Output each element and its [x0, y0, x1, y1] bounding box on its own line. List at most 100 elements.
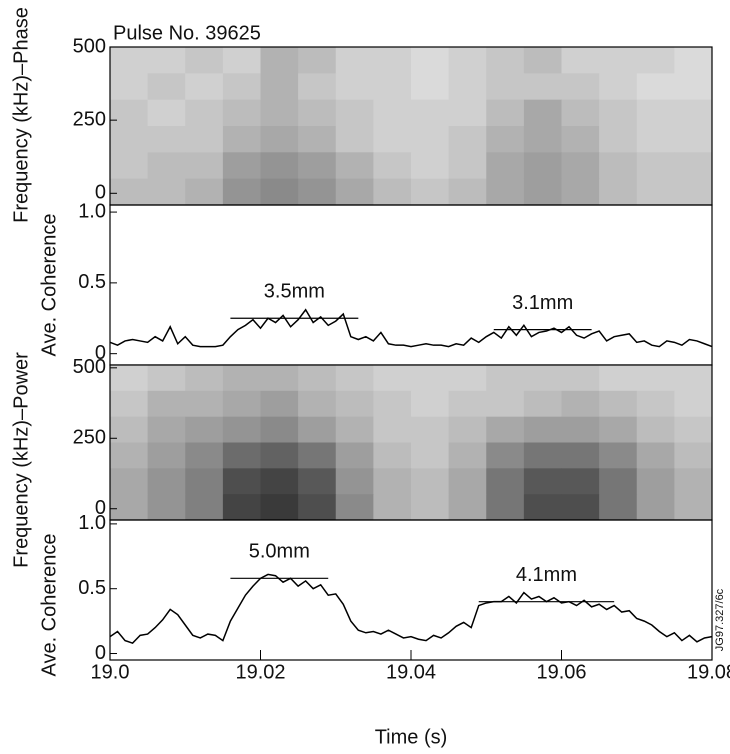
heatmap-cell [335, 47, 374, 74]
heatmap-cell [411, 47, 450, 74]
heatmap-cell [411, 365, 450, 392]
chart-title: Pulse No. 39625 [113, 22, 261, 44]
heatmap-cell [185, 416, 224, 443]
heatmap-cell [260, 442, 299, 469]
heatmap-cell [373, 494, 412, 521]
y-tick-label: 0 [95, 342, 106, 364]
heatmap-cell [373, 416, 412, 443]
x-tick-label: 19.0 [91, 661, 130, 683]
heatmap-cell [486, 178, 525, 206]
heatmap-cell [147, 126, 186, 153]
heatmap-cell [448, 99, 487, 127]
heatmap-cell [373, 126, 412, 153]
x-tick-label: 19.02 [235, 661, 285, 683]
heatmap-cell [335, 365, 374, 392]
heatmap-cell [185, 47, 224, 74]
heatmap-cell [674, 126, 713, 153]
heatmap-cell [373, 468, 412, 495]
heatmap-cell [523, 73, 562, 101]
annotation-label: 5.0mm [249, 541, 310, 563]
heatmap-cell [260, 47, 299, 74]
heatmap-cell [561, 99, 600, 127]
heatmap-cell [561, 152, 600, 180]
heatmap-cell [561, 416, 600, 443]
heatmap-cell [373, 73, 412, 101]
heatmap-cell [486, 468, 525, 495]
heatmap-cell [185, 73, 224, 101]
heatmap-cell [110, 365, 149, 392]
heatmap-cell [561, 442, 600, 469]
y-axis-label: Frequency (kHz)–Power [10, 352, 32, 568]
heatmap-cell [636, 416, 675, 443]
heatmap-cell [561, 73, 600, 101]
heatmap-cell [110, 416, 149, 443]
heatmap-cell [561, 390, 600, 418]
heatmap-cell [185, 468, 224, 495]
heatmap-cell [373, 442, 412, 469]
heatmap-cell [185, 152, 224, 180]
heatmap-cell [636, 494, 675, 521]
y-tick-label: 0 [95, 182, 106, 204]
heatmap-cell [222, 126, 261, 153]
y-tick-label: 0 [95, 642, 106, 664]
heatmap-cell [411, 178, 450, 206]
heatmap-cell [373, 47, 412, 74]
heatmap-cell [636, 178, 675, 206]
heatmap-cell [486, 494, 525, 521]
heatmap-cell [523, 152, 562, 180]
heatmap-cell [448, 442, 487, 469]
y-tick-label: 1.0 [78, 200, 106, 222]
heatmap-cell [411, 126, 450, 153]
heatmap-cell [486, 416, 525, 443]
heatmap-cell [335, 468, 374, 495]
heatmap-cell [260, 494, 299, 521]
heatmap-cell [147, 152, 186, 180]
heatmap-cell [674, 365, 713, 392]
heatmap-cell [636, 442, 675, 469]
x-tick-label: 19.08 [687, 661, 730, 683]
heatmap-cell [599, 178, 638, 206]
heatmap-cell [110, 442, 149, 469]
heatmap-cell [185, 99, 224, 127]
heatmap-cell [222, 73, 261, 101]
heatmap-cell [335, 99, 374, 127]
heatmap-cell [486, 152, 525, 180]
heatmap-cell [260, 73, 299, 101]
heatmap-cell [674, 390, 713, 418]
heatmap-cell [561, 365, 600, 392]
heatmap-cell [486, 99, 525, 127]
heatmap-cell [335, 416, 374, 443]
y-tick-label: 250 [73, 108, 106, 130]
heatmap-cell [110, 47, 149, 74]
heatmap-cell [222, 99, 261, 127]
annotation-label: 4.1mm [516, 564, 577, 586]
heatmap-cell [185, 365, 224, 392]
heatmap-cell [599, 152, 638, 180]
y-axis-label: Ave. Coherence [38, 533, 60, 676]
heatmap-cell [147, 99, 186, 127]
heatmap-cell [561, 468, 600, 495]
heatmap-cell [298, 390, 337, 418]
heatmap-cell [222, 442, 261, 469]
heatmap-cell [260, 390, 299, 418]
heatmap-cell [147, 365, 186, 392]
heatmap-cell [185, 442, 224, 469]
heatmap-cell [222, 494, 261, 521]
y-tick-label: 0 [95, 497, 106, 519]
y-tick-label: 500 [73, 35, 106, 57]
heatmap-cell [674, 99, 713, 127]
heatmap-cell [411, 468, 450, 495]
coherence-line [109, 308, 713, 348]
y-tick-label: 0.5 [78, 271, 106, 293]
coherence-line [109, 573, 713, 645]
heatmap-cell [110, 73, 149, 101]
x-tick-label: 19.04 [386, 661, 436, 683]
heatmap-cell [599, 494, 638, 521]
heatmap-cell [185, 178, 224, 206]
heatmap-cell [110, 152, 149, 180]
heatmap-cell [448, 390, 487, 418]
heatmap-cell [260, 99, 299, 127]
heatmap-cell [561, 126, 600, 153]
heatmap-cell [486, 365, 525, 392]
